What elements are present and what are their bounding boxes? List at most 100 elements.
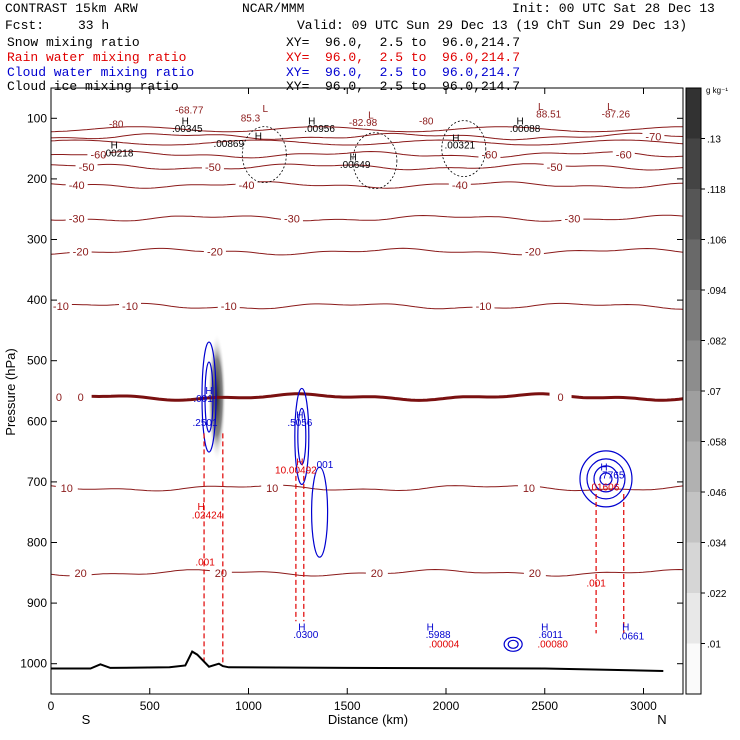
field-maximum-label: .001 (586, 579, 606, 590)
isotherm-label: 20 (75, 568, 87, 580)
isotherm-label: -20 (73, 247, 89, 259)
org-title: NCAR/MMM (242, 1, 305, 16)
field-extremum-label: .00649 (340, 160, 371, 171)
field-maximum-label: H (197, 502, 204, 513)
isotherm-label-bg (521, 245, 544, 258)
field-maximum-label: .01606 (589, 482, 620, 493)
isotherm-line (50, 139, 684, 146)
field-maximum-label: .00004 (429, 639, 460, 650)
field-xy-cloud-water: XY= 96.0, 2.5 to 96.0,214.7 (286, 65, 521, 80)
isotherm-label-bg (235, 178, 258, 191)
colorbar-tick-label: .058 (707, 438, 727, 449)
cloud-water-contour (204, 361, 214, 433)
isotherm-label: -60 (90, 150, 106, 162)
colorbar-unit: g kg⁻¹ (706, 86, 728, 95)
isotherm-label-bg (448, 178, 471, 191)
y-tick-label: 200 (27, 172, 47, 186)
plot-frame (50, 87, 684, 695)
isotherm-label-bg (201, 160, 224, 173)
isotherm-line (50, 181, 684, 189)
field-maximum-label: H (298, 622, 305, 633)
colorbar-frame (685, 87, 702, 695)
isotherm-label-bg (69, 566, 92, 579)
colorbar-tick-label: .046 (707, 488, 727, 499)
colorbar-segment (686, 189, 701, 240)
isotherm-label: -50 (205, 162, 221, 174)
field-extremum-label: 85.3 (241, 113, 261, 124)
field-maximum-label: .0661 (619, 631, 644, 642)
isotherm-line (50, 132, 684, 141)
cloud-water-contour (579, 450, 633, 508)
isotherm-label: 20 (371, 568, 383, 580)
isotherm-label-bg (69, 245, 92, 258)
field-extremum-label: 88.51 (536, 110, 561, 121)
field-xy-snow: XY= 96.0, 2.5 to 96.0,214.7 (286, 35, 521, 50)
isotherm-label-bg (47, 391, 70, 404)
field-extremum-label: .00956 (304, 124, 335, 135)
isotherm-label-bg (65, 212, 88, 225)
field-extremum-label: .00218 (103, 148, 134, 159)
isotherm-line (50, 392, 684, 402)
field-xy-rain: XY= 96.0, 2.5 to 96.0,214.7 (286, 50, 521, 65)
isotherm-label: -20 (207, 247, 223, 259)
isotherm-label-bg (365, 566, 388, 579)
isotherm-label-bg (472, 300, 495, 313)
cloud-water-contour (297, 407, 307, 466)
isotherm-label: -30 (69, 213, 85, 225)
x-tick-label: 1500 (334, 699, 361, 713)
field-extremum-label: .00345 (172, 124, 203, 135)
field-extremum-label: H (111, 141, 118, 152)
colorbar-segment (686, 593, 701, 644)
cloud-water-contour (201, 341, 217, 453)
isotherm-label-bg (55, 481, 78, 494)
south-label: S (82, 712, 91, 727)
colorbar-tick-label: .106 (707, 236, 727, 247)
field-name-cloud-water: Cloud water mixing ratio (7, 65, 195, 80)
field-maximum-label: .0300 (293, 630, 318, 641)
field-xy-cloud-ice: XY= 96.0, 2.5 to 96.0,214.7 (286, 79, 521, 94)
colorbar-tick-label: .094 (707, 286, 727, 297)
isotherm-label: -70 (645, 131, 661, 143)
cloud-water-contour (593, 465, 619, 493)
isotherm-label: 20 (215, 568, 227, 580)
x-tick-label: 2500 (531, 699, 558, 713)
field-extremum-label: H (516, 116, 523, 127)
isotherm-line (50, 150, 684, 159)
isotherm-label: 10 (266, 483, 278, 495)
field-name-cloud-ice: Cloud ice mixing ratio (7, 79, 179, 94)
field-maximum-label: .001 (193, 394, 213, 405)
field-maximum-label: 10.00492 (275, 465, 317, 476)
colorbar-tick-label: .01 (707, 640, 721, 651)
isotherm-label: 0 (78, 392, 84, 404)
forecast-label: Fcst: (5, 18, 45, 33)
field-extremum-label: -80 (109, 119, 124, 130)
isotherm-label: -50 (79, 162, 95, 174)
colorbar-segment (686, 643, 701, 694)
x-axis-label: Distance (km) (328, 712, 408, 727)
field-extremum-label: L (368, 110, 374, 121)
isotherm-label: -60 (481, 150, 497, 162)
isotherm-label: -10 (221, 301, 237, 313)
cloud-water-contour (503, 636, 523, 652)
isotherm-label: -60 (616, 150, 632, 162)
isotherm-line (50, 484, 684, 492)
isotherm-label: 10 (61, 483, 73, 495)
field-extremum-label: .00321 (445, 141, 476, 152)
x-tick-label: 0 (48, 699, 55, 713)
isotherm-label: -30 (564, 213, 580, 225)
isotherm-line (50, 247, 684, 256)
cloud-water-contour (599, 472, 613, 486)
field-maximum-label: .2501 (193, 418, 218, 429)
isotherm-label-bg (119, 300, 141, 313)
y-tick-label: 300 (27, 233, 47, 247)
cloud-ice-contour (352, 132, 398, 190)
field-maximum-label: .00080 (537, 639, 568, 650)
field-extremum-label: L (607, 102, 613, 113)
colorbar-tick-label: .118 (707, 185, 726, 196)
cloud-water-contour (507, 639, 519, 649)
y-tick-label: 100 (27, 111, 47, 125)
isotherm-label-bg (87, 148, 110, 161)
terrain-line (51, 650, 664, 672)
